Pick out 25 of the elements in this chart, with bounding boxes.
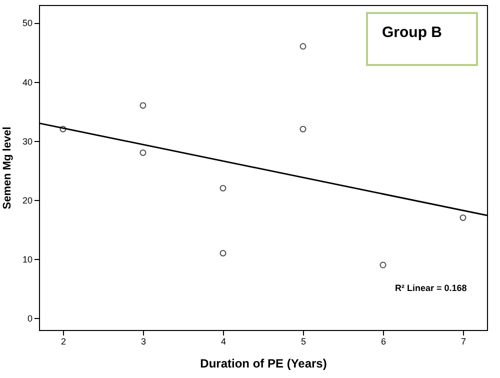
y-tick-label: 30 — [22, 136, 32, 146]
point — [300, 43, 306, 50]
x-axis-title: Duration of PE (Years) — [200, 356, 327, 370]
y-tick-label: 40 — [22, 77, 32, 88]
point — [380, 262, 386, 268]
y-tick-label: 10 — [22, 254, 32, 265]
point — [220, 184, 226, 192]
point — [140, 102, 146, 109]
text: Group B — [382, 24, 442, 41]
annotation: R² Linear = 0.168 — [395, 283, 467, 293]
x-tick-label: 7 — [460, 336, 466, 346]
y-axis-title: Semen Mg level — [1, 126, 14, 210]
point — [60, 126, 66, 132]
x-tick-label: 2 — [60, 336, 66, 346]
x-tick-label: 5 — [300, 336, 306, 346]
x-tick-label: 4 — [220, 336, 226, 346]
x-tick-label: 6 — [380, 336, 386, 346]
y-tick-label: 50 — [22, 18, 32, 28]
point — [460, 214, 466, 221]
y-tick-label: 0 — [27, 314, 32, 324]
y-tick-label: 20 — [22, 196, 32, 206]
x-tick-label: 3 — [140, 336, 146, 346]
point — [300, 126, 306, 132]
point — [220, 250, 226, 256]
point — [140, 149, 146, 156]
